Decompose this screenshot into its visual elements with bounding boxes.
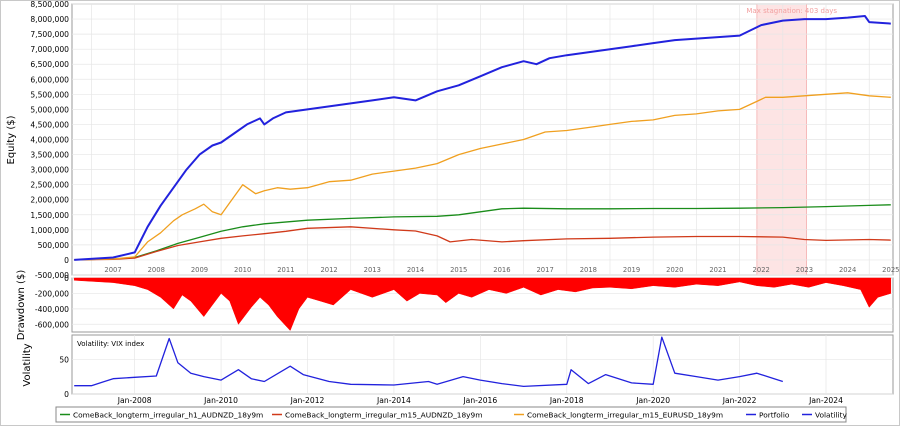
equity-y-tick-label: 5,000,000: [30, 105, 69, 114]
equity-x-tick-label: 2017: [536, 266, 553, 274]
volatility-y-axis-label: Volatility: [22, 343, 33, 386]
x-axis-tick-label: Jan-2018: [549, 396, 584, 405]
legend-label: ComeBack_longterm_irregular_m15_EURUSD_1…: [527, 411, 723, 420]
equity-y-tick-label: 3,000,000: [30, 166, 69, 175]
equity-y-tick-label: 8,000,000: [30, 15, 69, 24]
equity-y-tick-label: 8,500,000: [30, 0, 69, 9]
stagnation-band: [756, 5, 807, 275]
equity-x-tick-label: 2011: [277, 266, 294, 274]
volatility-plot-area: [71, 334, 894, 395]
stagnation-annotation: Max stagnation: 403 days: [746, 7, 837, 15]
x-axis-tick-label: Jan-2008: [117, 396, 152, 405]
equity-y-tick-label: 6,500,000: [30, 60, 69, 69]
drawdown-y-tick-label: 0: [64, 274, 69, 283]
equity-x-tick-label: 2025: [882, 266, 899, 274]
equity-y-axis-label: Equity ($): [6, 115, 17, 164]
equity-x-tick-label: 2021: [709, 266, 726, 274]
equity-y-tick-label: 5,500,000: [30, 90, 69, 99]
equity-x-tick-label: 2012: [320, 266, 337, 274]
drawdown-y-tick-label: -200,000: [35, 289, 69, 298]
drawdown-y-tick-label: -400,000: [35, 305, 69, 314]
equity-y-tick-label: 2,500,000: [30, 181, 69, 190]
legend-label: ComeBack_longterm_irregular_m15_AUDNZD_1…: [285, 411, 482, 420]
drawdown-area: [73, 277, 892, 331]
equity-y-tick-label: 2,000,000: [30, 196, 69, 205]
equity-x-tick-label: 2023: [796, 266, 813, 274]
x-axis-tick-label: Jan-2016: [462, 396, 497, 405]
volatility-line: [74, 336, 784, 388]
drawdown-y-tick-label: -600,000: [35, 320, 69, 329]
equity-y-tick-label: 1,500,000: [30, 211, 69, 220]
x-axis-tick-label: Jan-2024: [808, 396, 843, 405]
equity-y-tick-label: 1,000,000: [30, 226, 69, 235]
equity-series-line: [74, 204, 891, 261]
equity-x-tick-label: 2013: [364, 266, 381, 274]
equity-y-tick-label: 4,500,000: [30, 120, 69, 129]
equity-y-tick-label: 500,000: [38, 241, 70, 250]
equity-y-tick-label: 6,000,000: [30, 75, 69, 84]
equity-y-tick-label: -500,000: [35, 271, 69, 280]
equity-y-tick-label: 7,000,000: [30, 45, 69, 54]
legend-label: Portfolio: [759, 411, 790, 420]
volatility-y-tick-label: 0: [64, 390, 69, 399]
equity-x-tick-label: 2024: [839, 266, 856, 274]
equity-x-tick-label: 2020: [666, 266, 683, 274]
equity-x-tick-label: 2019: [623, 266, 640, 274]
equity-x-tick-label: 2016: [493, 266, 510, 274]
equity-x-tick-label: 2009: [191, 266, 208, 274]
legend-label: Volatility: [815, 411, 848, 420]
equity-x-tick-label: 2008: [148, 266, 165, 274]
legend-box: [55, 406, 847, 423]
volatility-y-tick-label: 50: [59, 355, 69, 364]
equity-series-line: [74, 15, 891, 261]
equity-y-tick-label: 4,000,000: [30, 136, 69, 145]
equity-series-line: [74, 226, 891, 261]
x-axis-tick-label: Jan-2022: [722, 396, 757, 405]
drawdown-panel: 0 -200,000 -400,000 -600,000 Drawdown ($): [16, 270, 894, 341]
drawdown-y-axis-label: Drawdown ($): [16, 270, 27, 341]
x-axis-tick-label: Jan-2020: [635, 396, 670, 405]
equity-x-tick-label: 2022: [753, 266, 770, 274]
equity-panel: -500,0000500,0001,000,0001,500,0002,000,…: [6, 0, 899, 280]
equity-x-tick-label: 2015: [450, 266, 467, 274]
equity-y-tick-label: 7,500,000: [30, 30, 69, 39]
x-axis-tick-label: Jan-2010: [203, 396, 238, 405]
equity-y-tick-label: 0: [64, 256, 69, 265]
equity-y-tick-label: 3,500,000: [30, 151, 69, 160]
legend: ComeBack_longterm_irregular_h1_AUDNZD_18…: [60, 411, 848, 420]
equity-x-tick-label: 2010: [234, 266, 251, 274]
equity-series-line: [74, 92, 891, 261]
x-axis-tick-label: Jan-2014: [376, 396, 411, 405]
equity-x-tick-label: 2014: [407, 266, 424, 274]
volatility-panel: 0 50 Jan-2008 Jan-2010 Jan-2012 Jan-2014 Jan-…: [22, 334, 894, 405]
volatility-title: Volatility: VIX index: [77, 340, 144, 348]
x-axis-tick-label: Jan-2012: [290, 396, 325, 405]
equity-x-tick-label: 2007: [104, 266, 121, 274]
legend-label: ComeBack_longterm_irregular_h1_AUDNZD_18…: [73, 411, 263, 420]
equity-x-tick-label: 2018: [580, 266, 597, 274]
